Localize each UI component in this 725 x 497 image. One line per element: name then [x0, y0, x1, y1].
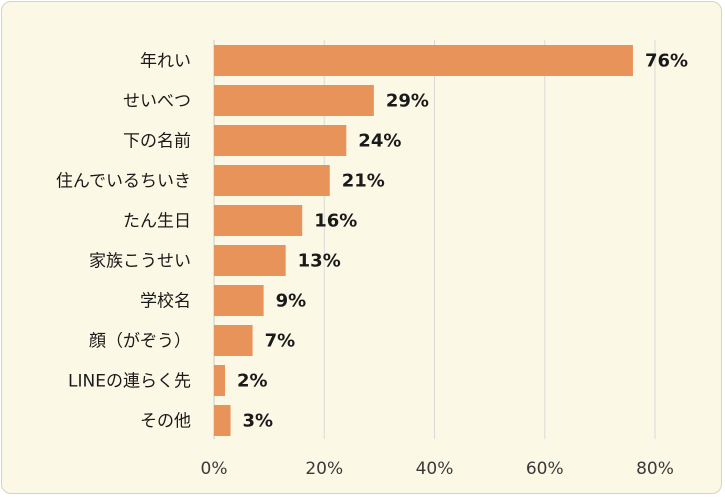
bar [214, 125, 347, 156]
value-label: 9% [276, 291, 307, 312]
bar [214, 205, 303, 236]
category-label: 学校名 [140, 292, 191, 312]
category-label: せいべつ [123, 92, 191, 112]
x-tick-label: 80% [636, 459, 674, 479]
value-label: 7% [265, 331, 296, 352]
category-label: 家族こうせい [89, 252, 191, 272]
bar [214, 85, 374, 116]
value-label: 13% [298, 251, 341, 272]
category-label: たん生日 [123, 212, 191, 232]
bar [214, 365, 226, 396]
bar [214, 165, 330, 196]
value-label: 16% [314, 211, 357, 232]
bar [214, 245, 286, 276]
category-label: LINEの連らく先 [68, 372, 191, 392]
category-label: 住んでいるちいき [56, 172, 191, 192]
category-label: 下の名前 [123, 132, 191, 152]
bars [214, 45, 633, 436]
value-label: 3% [243, 411, 274, 432]
x-tick-label: 20% [305, 459, 343, 479]
bar [214, 325, 253, 356]
value-label: 76% [645, 51, 688, 72]
bar [214, 45, 633, 76]
x-tick-labels: 0% 20% 40% 60% 80% [201, 459, 674, 479]
category-label: 年れい [140, 52, 191, 72]
x-tick-label: 0% [201, 459, 228, 479]
category-label: 顔（がぞう） [89, 332, 191, 352]
bar [214, 405, 231, 436]
value-labels: 76% 29% 24% 21% 16% 13% 9% 7% 2% 3% [237, 51, 688, 432]
category-label: その他 [140, 412, 191, 432]
x-tick-label: 60% [526, 459, 564, 479]
value-label: 29% [386, 91, 429, 112]
value-label: 21% [342, 171, 385, 192]
x-tick-label: 40% [416, 459, 454, 479]
value-label: 2% [237, 371, 268, 392]
bar [214, 285, 264, 316]
value-label: 24% [358, 131, 401, 152]
